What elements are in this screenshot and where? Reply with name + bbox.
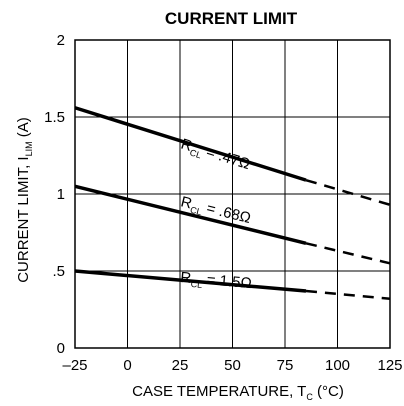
- y-tick-label: 1: [57, 186, 65, 203]
- grid-lines: [74, 39, 391, 349]
- series-extrapolation-2: [305, 242, 391, 265]
- series-annotation-1: RCL = .47Ω: [178, 136, 252, 176]
- y-axis-label: CURRENT LIMIT, ILIM (A): [15, 117, 34, 283]
- x-tick-label: 100: [325, 357, 350, 374]
- series-line-1: [74, 106, 307, 182]
- plot-frame: [74, 39, 391, 349]
- series-line-2: [74, 184, 307, 245]
- series-extrapolation-3: [305, 289, 391, 300]
- x-tick-label: 125: [377, 357, 402, 374]
- x-tick-label: 25: [172, 357, 189, 374]
- series-annotation-3: RCL = 1.5Ω: [179, 269, 252, 294]
- series-extrapolation-1: [305, 178, 391, 206]
- y-tick-label: 0: [57, 340, 65, 357]
- x-tick-label: –25: [62, 357, 87, 374]
- chart-title: CURRENT LIMIT: [165, 9, 298, 28]
- y-tick-label: 2: [57, 32, 65, 49]
- y-tick-label: .5: [52, 263, 65, 280]
- x-tick-label: 75: [277, 357, 294, 374]
- series-annotation-2: RCL = .68Ω: [179, 193, 253, 229]
- x-tick-label: 50: [224, 357, 241, 374]
- y-tick-label: 1.5: [44, 109, 65, 126]
- series-group: [74, 106, 391, 300]
- series-line-3: [74, 269, 307, 293]
- x-axis-label: CASE TEMPERATURE, TC (°C): [132, 383, 344, 402]
- x-tick-label: 0: [123, 357, 131, 374]
